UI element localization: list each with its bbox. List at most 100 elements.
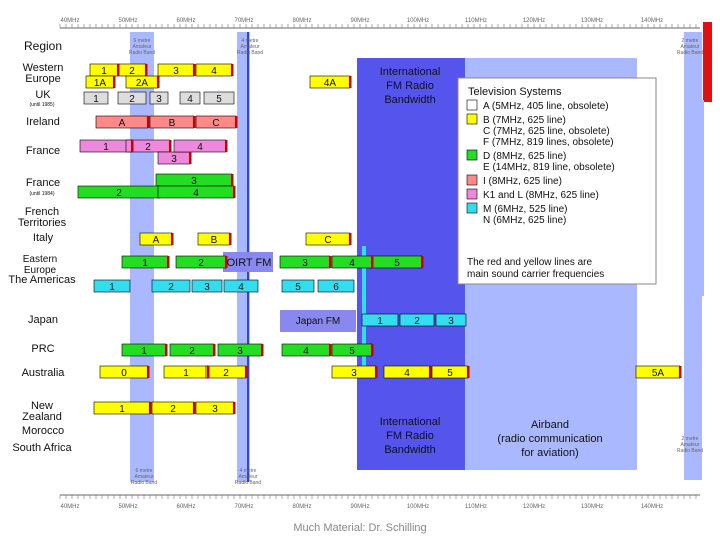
region-japan: Japan [28, 314, 58, 326]
sound-carrier-line [167, 256, 170, 268]
channel-bar [83, 91, 109, 105]
amateur-2m-bottom-label: Radio Band [677, 448, 703, 454]
sound-carrier-line [165, 344, 168, 356]
channel-label: 2 [168, 282, 174, 293]
freq-label-bottom: 50MHz [118, 504, 137, 510]
channel-bar [93, 279, 131, 293]
amateur-6m-bottom-label: Radio Band [131, 480, 157, 486]
sound-carrier-line [349, 233, 352, 245]
amateur-2m-bottom-label: 2 metre [682, 436, 699, 442]
channel-label: 3 [173, 66, 179, 77]
channel-bar [361, 313, 399, 327]
freq-label-top: 130MHz [581, 18, 603, 24]
channel-label: 2 [223, 368, 229, 379]
legend-entry-text: N (6MHz, 625 line) [483, 215, 566, 226]
legend-swatch [466, 149, 478, 161]
channel-label: 4 [404, 368, 410, 379]
channel-label: 3 [212, 404, 218, 415]
amateur-6m-bottom-label: 6 metre [136, 468, 153, 474]
channel-label: 4 [187, 94, 193, 105]
sound-carrier-line [213, 344, 216, 356]
sound-carrier-line [171, 233, 174, 245]
channel-label: C [324, 235, 331, 246]
freq-label-bottom: 130MHz [581, 504, 603, 510]
airband-label: for aviation) [521, 447, 578, 459]
channel-label: 4 [211, 66, 217, 77]
channel-label: 4 [303, 346, 309, 357]
sound-carrier-line [193, 402, 196, 414]
legend-swatch [466, 174, 478, 186]
channel-label: 3 [171, 154, 177, 165]
sound-carrier-line [147, 116, 150, 128]
region-uk: UK [35, 89, 51, 101]
freq-label-top: 40MHz [60, 18, 79, 24]
region-france-note-sub: (until 1984) [29, 191, 55, 197]
sound-carrier-line [679, 366, 682, 378]
channel-label: 2 [116, 188, 122, 199]
region-americas: The Americas [8, 274, 76, 286]
channel-label: 3 [448, 316, 454, 327]
sound-carrier-line [157, 76, 160, 88]
amateur-2m-bottom-label: Amateur [681, 442, 700, 448]
channel-label: 1 [142, 258, 148, 269]
channel-label: B [211, 235, 218, 246]
amateur-4m-bottom-label: 4 metre [240, 468, 257, 474]
sound-carrier-line [231, 64, 234, 76]
sound-carrier-line [147, 366, 150, 378]
amateur-4m-top-label: Amateur [241, 44, 260, 50]
sound-carrier-line [375, 366, 378, 378]
channel-bar [149, 91, 169, 105]
sound-carrier-line [193, 116, 196, 128]
channel-label: 3 [191, 176, 197, 187]
sound-carrier-line [429, 366, 432, 378]
channel-label: 2 [198, 258, 204, 269]
channel-label: 3 [156, 94, 162, 105]
channel-label: 2 [170, 404, 176, 415]
channel-label: 3 [204, 282, 210, 293]
channel-label: 5 [295, 282, 301, 293]
freq-label-top: 140MHz [641, 18, 663, 24]
channel-label: 2 [189, 346, 195, 357]
channel-label: 5 [349, 346, 355, 357]
region-australia: Australia [21, 367, 65, 379]
fm-band-bottom-label: International [380, 416, 441, 428]
channel-label: 3 [302, 258, 308, 269]
legend-entry-text: D (8MHz, 625 line) [483, 151, 566, 162]
sound-carrier-line [329, 344, 332, 356]
region-france: France [25, 145, 61, 157]
japan-fm-band [280, 310, 356, 332]
sound-carrier-line [229, 233, 232, 245]
channel-label: 0 [121, 368, 127, 379]
channel-label: 1 [141, 346, 147, 357]
freq-label-top: 80MHz [292, 18, 311, 24]
freq-label-bottom: 40MHz [60, 504, 79, 510]
freq-label-top: 120MHz [523, 18, 545, 24]
sound-carrier-line [371, 256, 374, 268]
region-france-note: France [25, 177, 61, 189]
channel-label: 1 [103, 142, 109, 153]
legend-entry-text: A (5MHz, 405 line, obsolete) [483, 101, 609, 112]
channel-label: 2A [136, 78, 149, 89]
channel-label: 4 [349, 258, 355, 269]
sound-carrier-line [261, 344, 264, 356]
footer-credit: Much Material: Dr. Schilling [293, 522, 427, 534]
channel-label: C [212, 118, 219, 129]
channel-label: 4 [238, 282, 244, 293]
freq-label-top: 100MHz [407, 18, 429, 24]
channel-label: 1 [101, 66, 107, 77]
channel-label: B [169, 118, 176, 129]
airband-label: (radio communication [497, 433, 602, 445]
amateur-6m-bottom-label: Amateur [135, 474, 154, 480]
channel-label: 4 [197, 142, 203, 153]
channel-label: 4A [324, 78, 337, 89]
region-ireland: Ireland [26, 116, 60, 128]
sound-carrier-line [349, 76, 352, 88]
edge-band [690, 100, 704, 296]
airband-label: Airband [531, 419, 569, 431]
legend-entry-text: M (6MHz, 525 line) [483, 204, 567, 215]
sound-carrier-line [421, 256, 424, 268]
channel-label: 5A [652, 368, 665, 379]
amateur-6m-top-label: Radio Band [129, 50, 155, 56]
channel-label: 1 [377, 316, 383, 327]
